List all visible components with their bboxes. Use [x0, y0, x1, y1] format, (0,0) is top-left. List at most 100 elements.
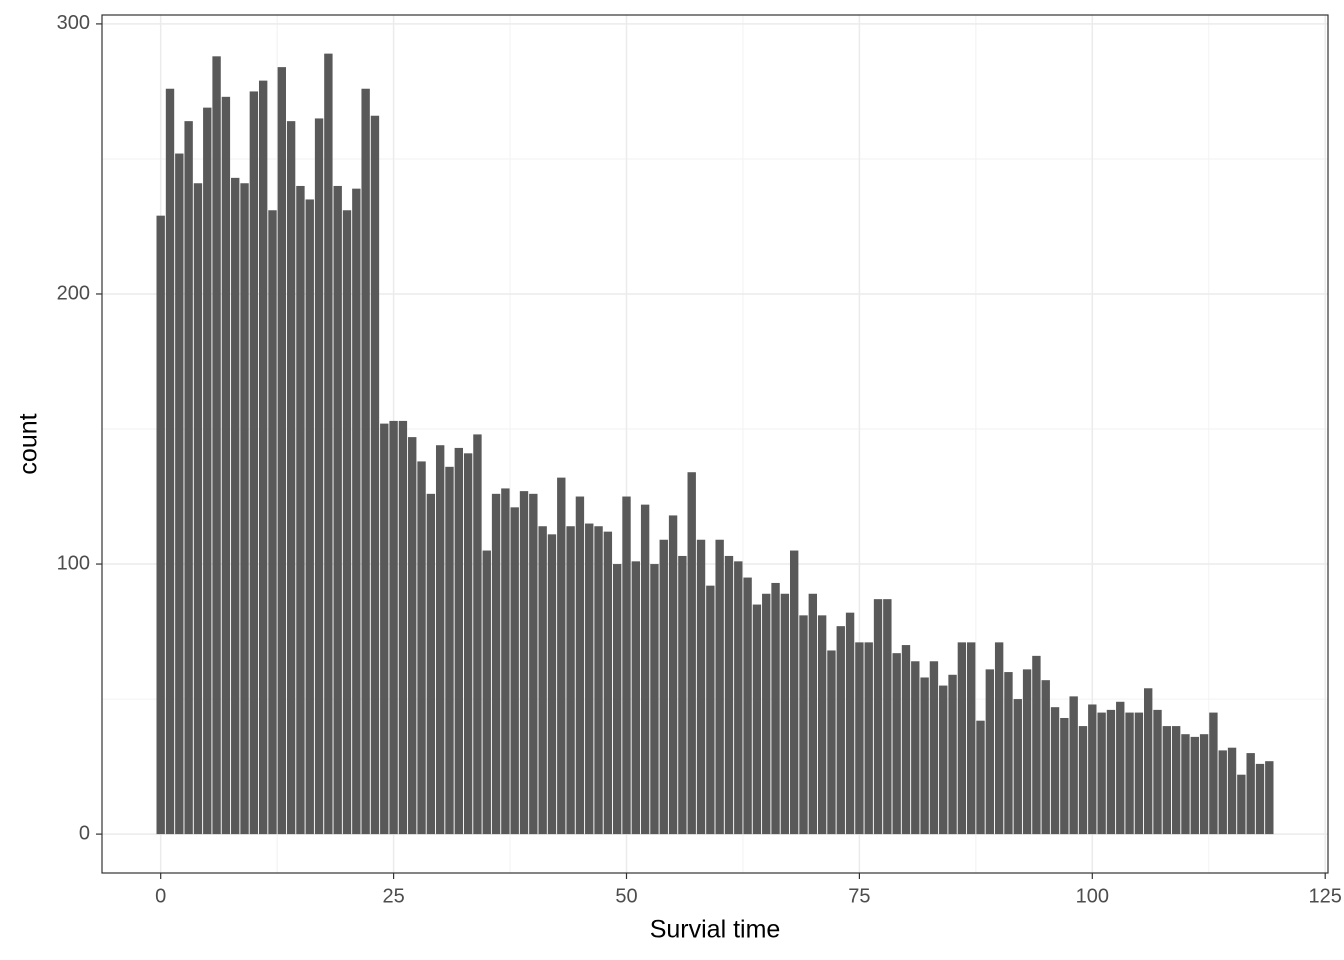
bar — [1022, 669, 1032, 835]
bar — [585, 523, 594, 835]
bar — [1162, 726, 1172, 835]
bar — [389, 420, 398, 835]
bar — [165, 88, 175, 835]
bar — [911, 661, 920, 835]
y-tick-label: 200 — [57, 282, 90, 304]
bar — [1265, 761, 1274, 835]
bar — [1199, 734, 1209, 835]
bar — [808, 593, 818, 835]
bar — [659, 539, 668, 835]
bar — [1106, 709, 1116, 835]
bar — [231, 177, 240, 835]
panel-border — [101, 14, 1329, 874]
bar — [193, 183, 203, 835]
bar — [678, 555, 687, 835]
bar — [156, 215, 165, 835]
bar — [184, 121, 193, 835]
bar — [286, 121, 296, 835]
bar — [1153, 709, 1162, 835]
bar — [789, 550, 799, 835]
bar — [370, 115, 380, 835]
x-tick-label: 50 — [615, 885, 637, 907]
bar — [1041, 680, 1050, 835]
bar — [1134, 712, 1144, 835]
bar — [1050, 707, 1060, 835]
bar — [1209, 712, 1218, 835]
bar — [491, 493, 501, 835]
bar — [1116, 701, 1125, 835]
bar — [240, 183, 249, 835]
bar — [529, 493, 538, 835]
bar — [1060, 717, 1069, 835]
bar — [445, 466, 454, 835]
bar — [752, 604, 762, 835]
bar — [855, 642, 864, 835]
bar — [883, 599, 892, 835]
bar — [473, 434, 482, 835]
bar — [901, 645, 911, 835]
bar — [892, 653, 901, 835]
bar — [734, 561, 743, 835]
bar — [352, 188, 361, 835]
bar — [1078, 726, 1088, 835]
x-tick-label: 75 — [848, 885, 870, 907]
bar — [1069, 696, 1078, 835]
bar — [333, 185, 342, 835]
bar — [175, 153, 184, 835]
bar — [435, 445, 445, 835]
bar — [1255, 763, 1265, 835]
bar — [836, 626, 845, 835]
bar — [1246, 753, 1255, 835]
bar — [575, 496, 585, 835]
bar — [1171, 726, 1181, 835]
y-tick-label: 300 — [57, 12, 90, 34]
y-tick-label: 100 — [57, 552, 90, 574]
bar — [827, 650, 836, 835]
bar — [1004, 672, 1013, 835]
bar — [1227, 747, 1237, 835]
bar — [1144, 688, 1153, 835]
bar — [957, 642, 967, 835]
bar — [929, 661, 939, 835]
bar — [305, 199, 314, 835]
bar — [538, 526, 547, 835]
bar — [380, 423, 389, 835]
bar — [1013, 699, 1022, 835]
bar — [221, 96, 231, 835]
bar — [612, 564, 622, 835]
bar — [939, 685, 948, 835]
bar — [324, 53, 333, 835]
bar — [361, 88, 370, 835]
bar — [1097, 712, 1106, 835]
bar — [603, 531, 613, 835]
bar — [1088, 704, 1097, 835]
bar — [985, 669, 995, 835]
bar — [967, 642, 976, 835]
bar — [622, 496, 631, 835]
bar — [631, 561, 641, 835]
bar — [762, 593, 771, 835]
bar — [519, 491, 529, 835]
x-tick-label: 100 — [1076, 885, 1109, 907]
bar — [417, 461, 426, 835]
bar — [342, 210, 352, 835]
bar — [277, 67, 286, 835]
bar — [547, 534, 557, 835]
bar — [706, 585, 715, 835]
bar — [1125, 712, 1134, 835]
bar — [398, 420, 408, 835]
bar — [817, 615, 827, 835]
bar — [408, 437, 417, 835]
bar — [557, 477, 566, 835]
bar — [1218, 750, 1227, 835]
bar — [314, 118, 324, 835]
x-tick-label: 0 — [155, 885, 166, 907]
bar — [976, 720, 985, 835]
bar — [799, 615, 808, 835]
bar — [771, 582, 780, 835]
bar — [249, 91, 259, 835]
bar — [650, 564, 659, 835]
bar — [640, 504, 650, 835]
bar — [212, 56, 221, 835]
